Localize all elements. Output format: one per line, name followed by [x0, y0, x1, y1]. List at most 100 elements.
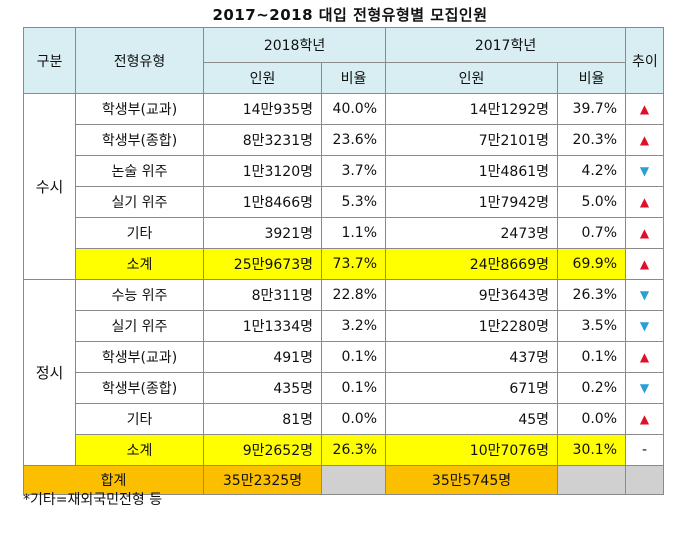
trend-none-icon: -	[642, 442, 648, 458]
type-cell: 기타	[75, 403, 204, 435]
trend-cell: ▼	[625, 372, 665, 404]
count-2018-cell: 491명	[203, 341, 322, 373]
count-2017-cell: 45명	[385, 403, 559, 435]
count-2017-cell: 2473명	[385, 217, 559, 249]
ratio-2017-cell: 3.5%	[557, 310, 627, 342]
count-2017-cell: 1만2280명	[385, 310, 559, 342]
ratio-2017-cell: 0.7%	[557, 217, 627, 249]
type-cell: 학생부(종합)	[75, 124, 204, 156]
type-cell: 기타	[75, 217, 204, 249]
trend-cell: ▲	[625, 403, 665, 435]
type-cell: 학생부(교과)	[75, 341, 204, 373]
ratio-2018-cell: 0.0%	[320, 403, 387, 435]
count-2018-cell: 1만1334명	[203, 310, 322, 342]
total-label: 합계	[23, 465, 204, 495]
ratio-2017-cell: 39.7%	[557, 93, 627, 125]
ratio-2017-cell: 30.1%	[557, 434, 627, 466]
type-cell: 실기 위주	[75, 186, 204, 218]
count-2018-cell: 8만3231명	[203, 124, 322, 156]
trend-down-icon: ▼	[639, 381, 650, 395]
ratio-2018-cell: 26.3%	[320, 434, 387, 466]
ratio-2017-cell: 0.0%	[557, 403, 627, 435]
count-2017-cell: 7만2101명	[385, 124, 559, 156]
type-cell: 학생부(교과)	[75, 93, 204, 125]
table-row: 수시 학생부(교과) 14만935명 40.0% 14만1292명 39.7% ▲	[23, 93, 665, 280]
trend-up-icon: ▲	[639, 102, 650, 116]
count-2018-cell: 1만8466명	[203, 186, 322, 218]
ratio-2018-cell: 3.2%	[320, 310, 387, 342]
header-2018: 2018학년	[202, 27, 387, 63]
total-2017-ratio-empty	[557, 465, 627, 495]
trend-up-icon: ▲	[639, 195, 650, 209]
total-2017-count: 35만5745명	[385, 465, 559, 495]
count-2017-cell: 437명	[385, 341, 559, 373]
footnote: *기타=재외국민전형 등	[23, 492, 163, 508]
ratio-2018-cell: 0.1%	[320, 372, 387, 404]
ratio-2017-cell: 20.3%	[557, 124, 627, 156]
header-2018-ratio: 비율	[320, 62, 387, 94]
table-row: 정시 수능 위주 8만311명 22.8% 9만3643명 26.3% ▼	[23, 279, 665, 466]
count-2018-cell: 25만9673명	[203, 248, 322, 280]
table-row: 논술 위주 1만3120명 3.7% 1만4861명 4.2% ▼	[24, 155, 665, 187]
ratio-2017-cell: 0.1%	[557, 341, 627, 373]
type-cell: 소계	[75, 248, 204, 280]
type-cell: 논술 위주	[75, 155, 204, 187]
header-type: 전형유형	[75, 27, 204, 94]
header-group: 구분	[23, 27, 76, 94]
count-2018-cell: 3921명	[203, 217, 322, 249]
trend-cell: ▲	[625, 186, 665, 218]
count-2017-cell: 9만3643명	[385, 279, 559, 311]
count-2018-cell: 1만3120명	[203, 155, 322, 187]
count-2017-cell: 14만1292명	[385, 93, 559, 125]
subtotal-row: 소계 9만2652명 26.3% 10만7076명 30.1% -	[24, 434, 665, 466]
type-cell: 실기 위주	[75, 310, 204, 342]
trend-cell: ▲	[625, 341, 665, 373]
table-row: 학생부(교과) 491명 0.1% 437명 0.1% ▲	[24, 341, 665, 373]
trend-cell: ▼	[625, 155, 665, 187]
trend-cell: ▲	[625, 93, 665, 125]
header-2017-count: 인원	[385, 62, 559, 94]
table-row: 기타 81명 0.0% 45명 0.0% ▲	[24, 403, 665, 435]
trend-up-icon: ▲	[639, 257, 650, 271]
table-row: 실기 위주 1만1334명 3.2% 1만2280명 3.5% ▼	[24, 310, 665, 342]
count-2017-cell: 24만8669명	[385, 248, 559, 280]
trend-up-icon: ▲	[639, 133, 650, 147]
ratio-2018-cell: 73.7%	[320, 248, 387, 280]
total-2018-ratio-empty	[320, 465, 387, 495]
trend-cell: ▼	[625, 310, 665, 342]
count-2018-cell: 9만2652명	[203, 434, 322, 466]
trend-cell: ▲	[625, 124, 665, 156]
count-2018-cell: 81명	[203, 403, 322, 435]
trend-cell: -	[625, 434, 665, 466]
header-trend: 추이	[625, 27, 665, 94]
header-2017: 2017학년	[385, 27, 627, 63]
trend-up-icon: ▲	[639, 350, 650, 364]
table-row: 학생부(종합) 8만3231명 23.6% 7만2101명 20.3% ▲	[24, 124, 665, 156]
header-2017-ratio: 비율	[557, 62, 627, 94]
trend-down-icon: ▼	[639, 319, 650, 333]
trend-down-icon: ▼	[639, 164, 650, 178]
header-2018-count: 인원	[203, 62, 322, 94]
count-2017-cell: 10만7076명	[385, 434, 559, 466]
table-row: 기타 3921명 1.1% 2473명 0.7% ▲	[24, 217, 665, 249]
ratio-2017-cell: 26.3%	[557, 279, 627, 311]
table-title: 2017~2018 대입 전형유형별 모집인원	[212, 6, 488, 24]
group-label-jeongsi: 정시	[23, 279, 76, 466]
count-2018-cell: 14만935명	[203, 93, 322, 125]
trend-down-icon: ▼	[639, 288, 650, 302]
total-row: 합계 35만2325명 35만5745명	[23, 465, 665, 495]
trend-cell: ▲	[625, 248, 665, 280]
ratio-2018-cell: 1.1%	[320, 217, 387, 249]
ratio-2018-cell: 3.7%	[320, 155, 387, 187]
type-cell: 학생부(종합)	[75, 372, 204, 404]
count-2017-cell: 671명	[385, 372, 559, 404]
ratio-2018-cell: 23.6%	[320, 124, 387, 156]
group-label-susi: 수시	[23, 93, 76, 280]
count-2018-cell: 8만311명	[203, 279, 322, 311]
ratio-2018-cell: 40.0%	[320, 93, 387, 125]
admissions-table: 구분 전형유형 2018학년 2017학년 추이 인원 비율 인원 비율 수시 학…	[23, 27, 665, 495]
trend-up-icon: ▲	[639, 412, 650, 426]
type-cell: 소계	[75, 434, 204, 466]
count-2017-cell: 1만4861명	[385, 155, 559, 187]
total-trend-empty	[625, 465, 665, 495]
